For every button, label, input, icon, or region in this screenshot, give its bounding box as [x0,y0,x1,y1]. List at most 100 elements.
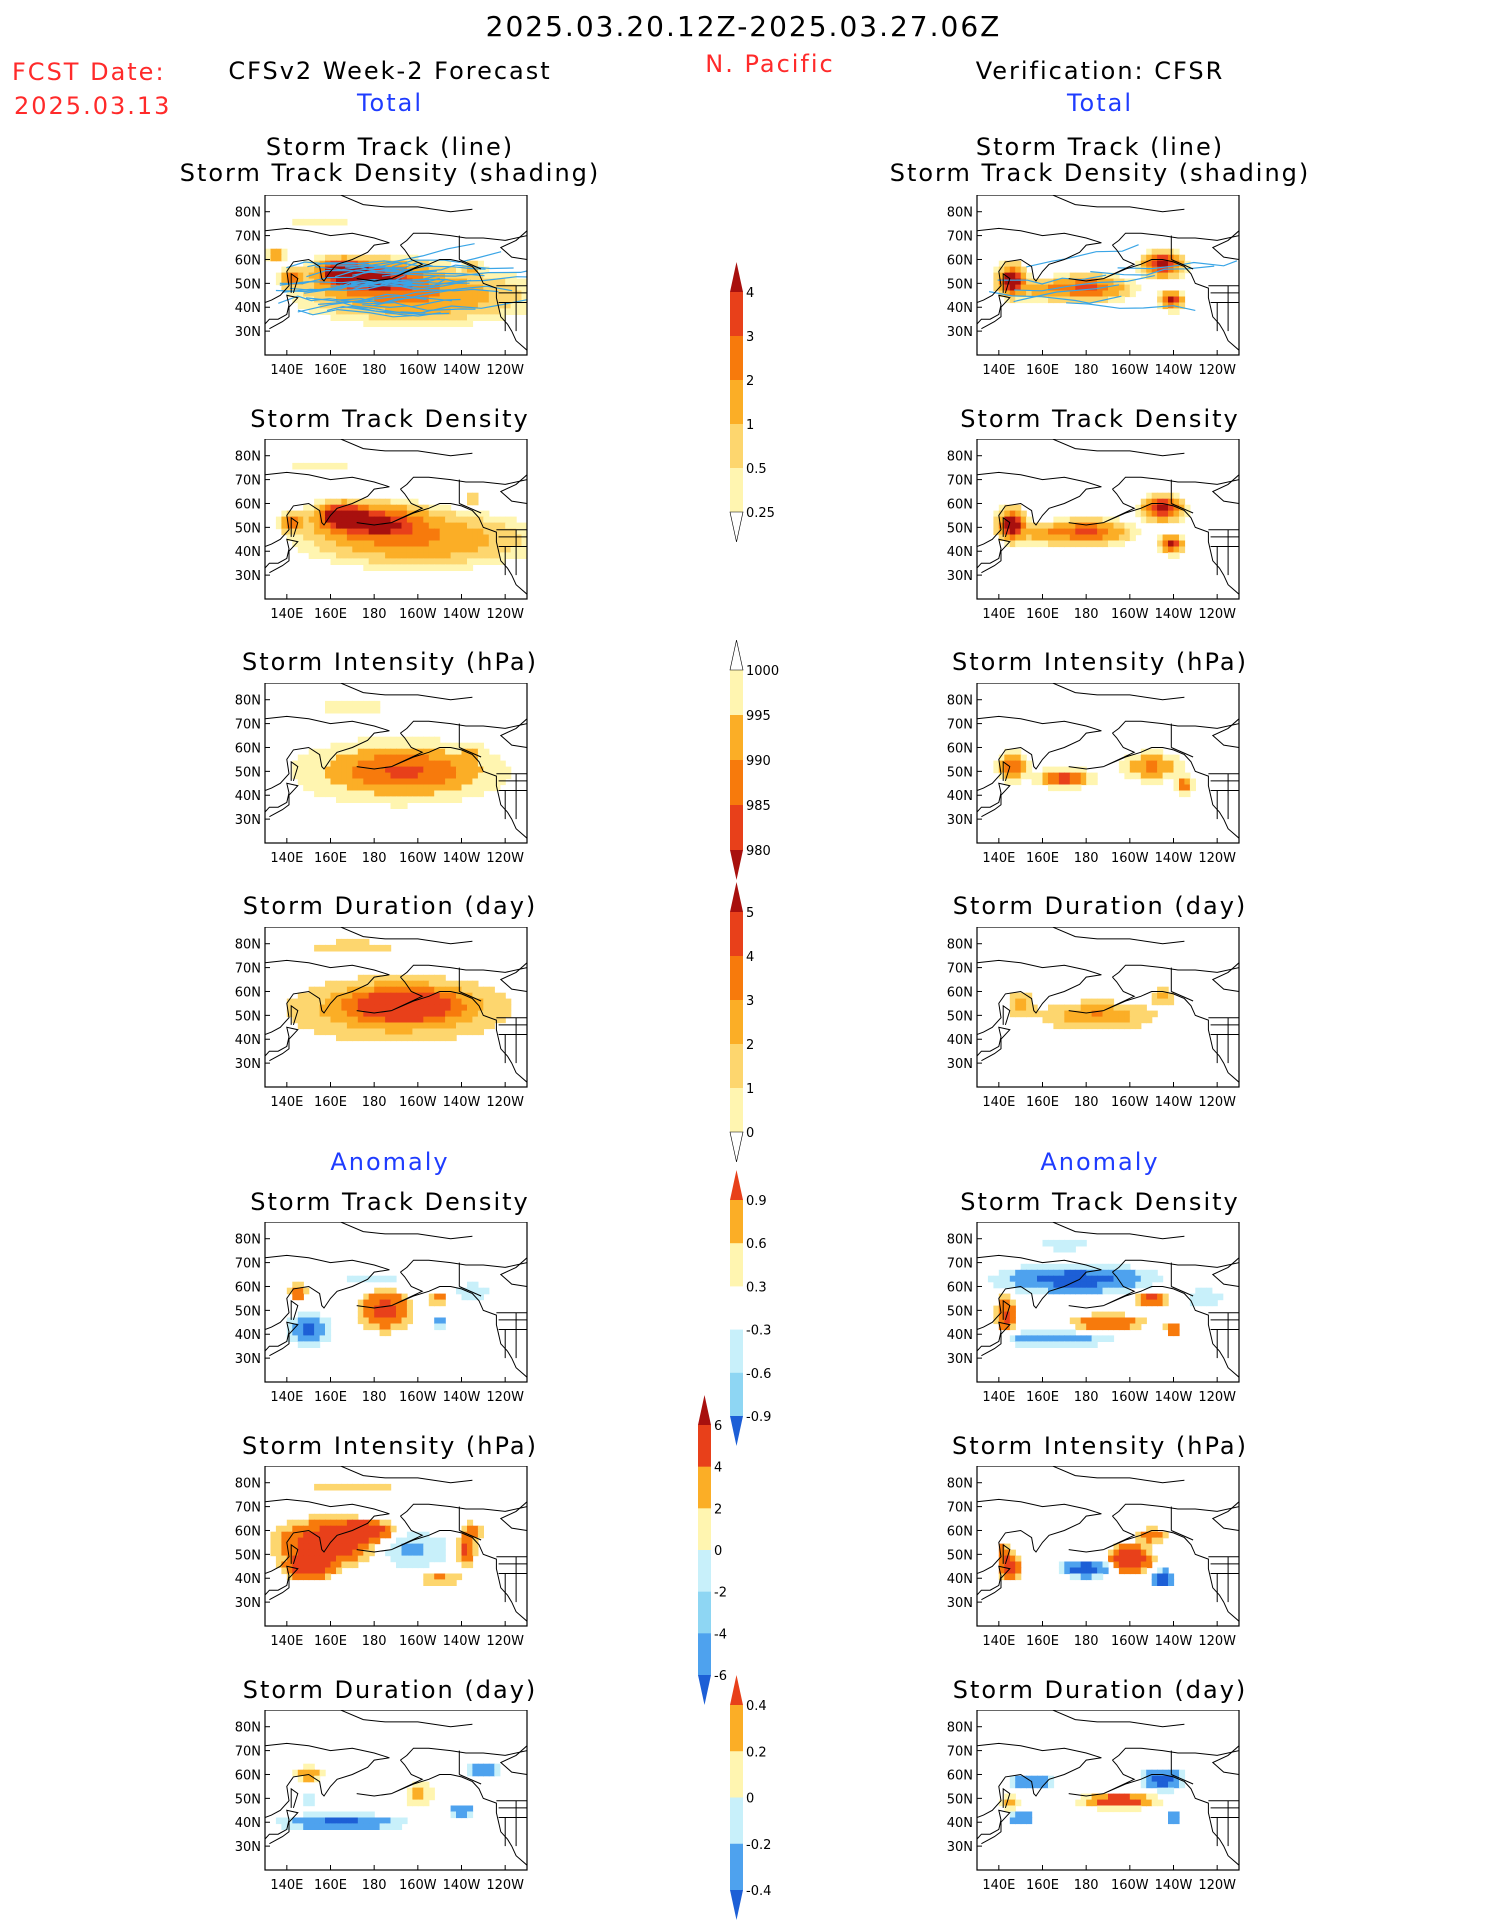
data-cell [368,1010,375,1018]
data-cell [1146,498,1153,506]
data-cell [1140,1549,1147,1557]
title-fc-intensity: Storm Intensity (hPa) [242,648,538,676]
data-cell [1162,254,1169,262]
data-cell [390,992,397,1000]
data-cell [1146,1555,1153,1563]
data-cell [1075,284,1082,292]
data-cell [1015,1281,1022,1289]
data-cell [308,1567,315,1575]
data-cell [434,974,441,982]
data-cell [341,272,348,280]
data-cell [472,784,479,792]
data-cell [428,534,435,542]
data-cell [401,754,408,762]
left-total-label: Total [356,89,424,117]
data-cell [1217,1293,1224,1301]
data-cell [1102,272,1109,280]
data-cell [412,796,419,803]
data-cell [303,998,310,1006]
data-cell [336,772,343,780]
data-cell [499,522,506,530]
data-cell [1189,1299,1196,1307]
data-cell [1009,510,1016,518]
data-cell [1042,284,1049,292]
data-cell [1086,778,1093,786]
data-cell [1086,1004,1093,1012]
data-cell [461,558,468,565]
colorbar-bottom-triangle [730,1416,743,1446]
data-cell [330,1513,337,1521]
map-frame [264,195,528,356]
data-cell [1058,1275,1065,1283]
data-cell [308,552,315,559]
data-cell [390,546,397,554]
data-cell [308,522,315,530]
data-cell [303,296,310,304]
data-cell [1031,1781,1038,1789]
data-cell [428,296,435,304]
data-cell [390,742,397,750]
data-cell [1124,1010,1131,1018]
data-cell [428,1028,435,1036]
colorbar-label: 2 [746,374,754,389]
data-cell [434,564,441,571]
data-cell [336,462,343,470]
data-cell [1091,1022,1098,1030]
data-cell [401,510,408,518]
data-cell [396,522,403,530]
data-cell [1168,1579,1175,1586]
data-cell [1113,1555,1120,1563]
data-cell [1173,1323,1180,1331]
data-cell [406,1793,413,1801]
data-cell [1020,1263,1027,1271]
data-cell [401,1549,408,1557]
data-cell [456,1022,463,1030]
data-cell [363,1311,370,1319]
data-cell [336,284,343,292]
data-cell [472,1004,479,1012]
data-cell [456,1016,463,1024]
title-fc-anom-intensity: Storm Intensity (hPa) [242,1432,538,1460]
data-cell [390,1311,397,1319]
data-cell [352,706,359,714]
coastline [1171,1774,1194,1785]
data-cell [998,1543,1005,1551]
lat-tick-label: 80N [947,1721,973,1736]
data-cell [467,1543,474,1551]
data-cell [450,1010,457,1018]
data-cell [297,296,304,304]
data-cell [1146,1275,1153,1283]
data-cell [1146,1525,1153,1533]
data-cell [330,254,337,262]
colorbar-label: -0.3 [746,1324,771,1339]
data-cell [374,516,381,524]
data-cell [1146,1293,1153,1301]
data-cell [1015,1555,1022,1563]
data-cell [1140,1016,1147,1024]
data-cell [1108,522,1115,530]
data-cell [1015,772,1022,780]
data-cell [406,1531,413,1539]
data-cell [390,1305,397,1313]
data-cell [439,784,446,792]
data-cell [297,1555,304,1563]
data-cell [341,504,348,512]
data-cell [368,1293,375,1301]
coastline [356,766,392,770]
data-cell [379,754,386,762]
data-cell [423,754,430,762]
data-cell [423,564,430,571]
data-cell [1053,296,1060,304]
data-cell [286,528,293,536]
data-cell [998,760,1005,768]
data-cell [1058,1329,1065,1337]
data-cell [1075,534,1082,542]
data-cell [303,546,310,554]
data-cell [336,1519,343,1527]
data-cell [456,1010,463,1018]
data-cell [456,516,463,524]
data-cell [1179,790,1186,798]
data-cell [303,1287,310,1295]
data-cell [488,314,495,321]
